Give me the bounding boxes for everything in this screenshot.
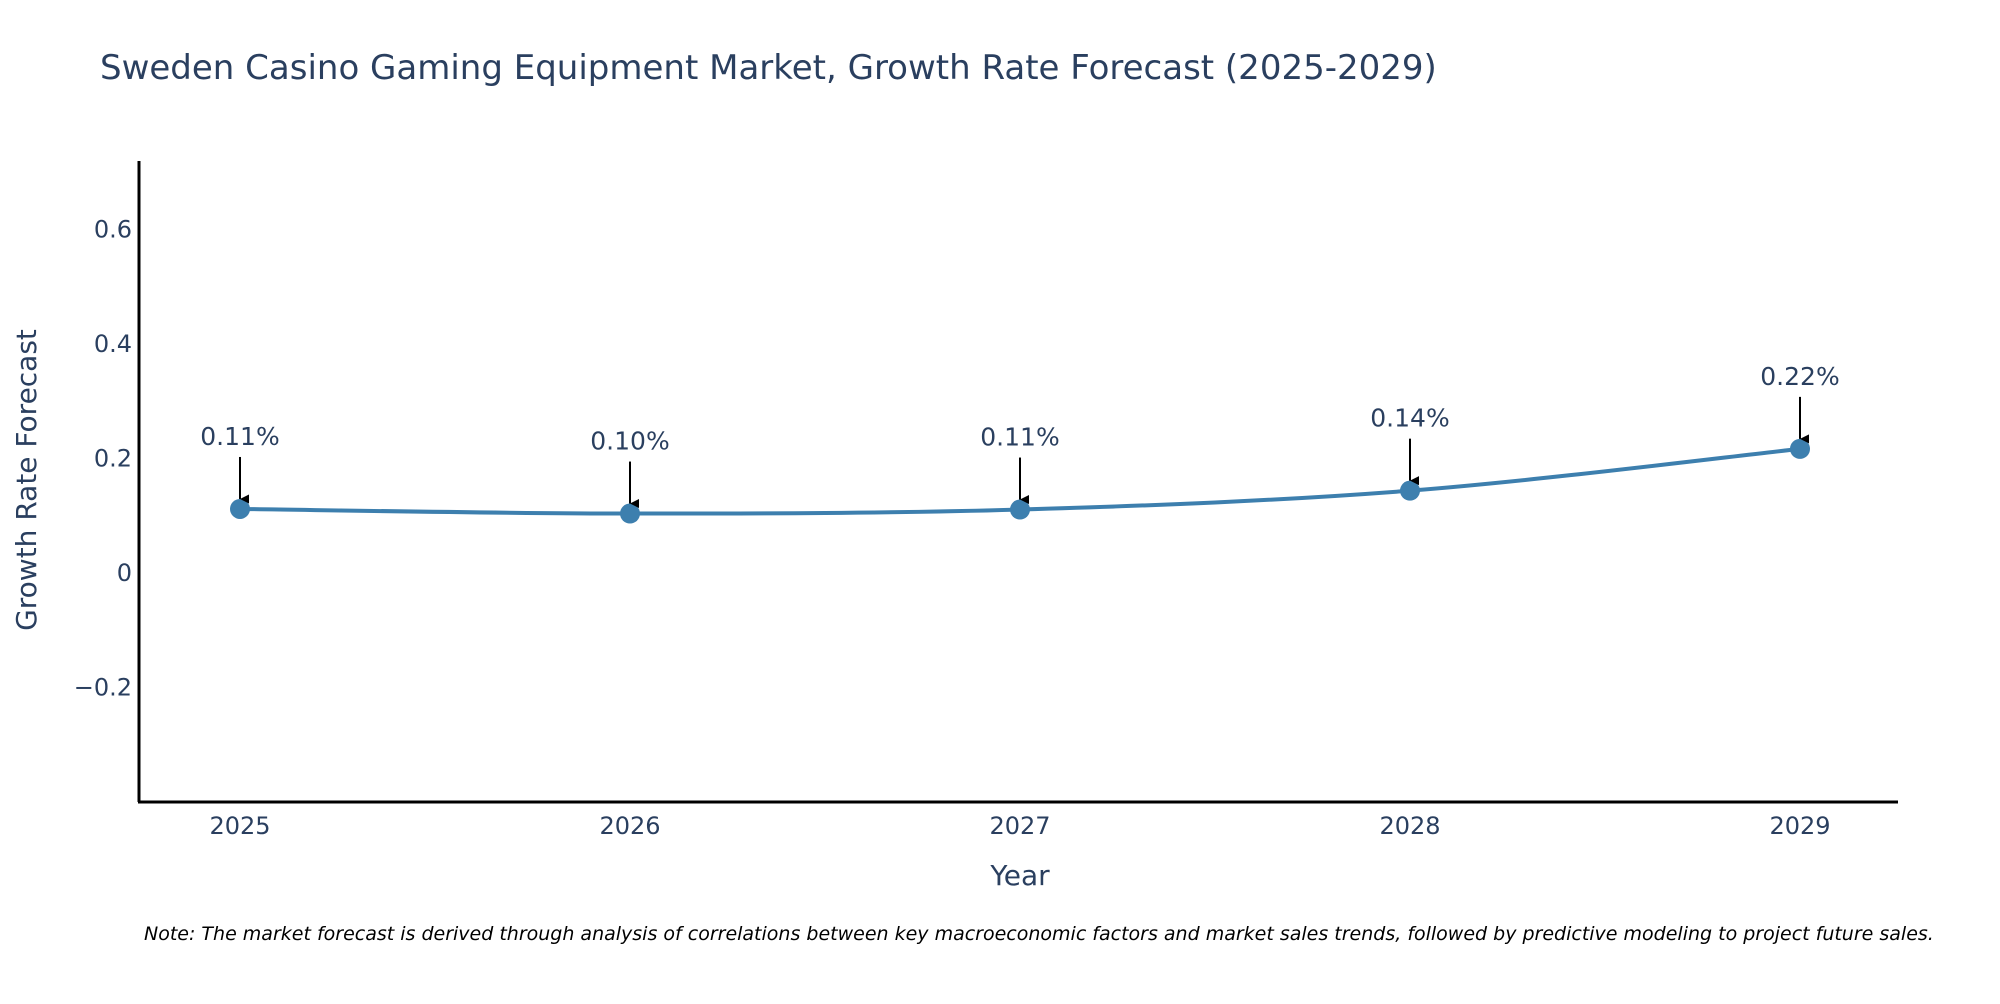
- data-point: [230, 498, 250, 519]
- data-point: [1790, 438, 1810, 459]
- x-tick-label: 2029: [1769, 812, 1830, 840]
- chart-title: Sweden Casino Gaming Equipment Market, G…: [100, 48, 1437, 88]
- x-tick-label: 2026: [599, 812, 660, 840]
- y-tick-label: −0.2: [74, 674, 132, 702]
- data-point: [620, 503, 640, 524]
- x-axis-title: Year: [989, 859, 1050, 892]
- y-axis-title: Growth Rate Forecast: [10, 329, 43, 631]
- data-label: 0.11%: [200, 422, 279, 451]
- footnote: Note: The market forecast is derived thr…: [144, 923, 1934, 945]
- y-tick-label: 0: [117, 559, 132, 587]
- y-tick-label: 0.4: [94, 330, 132, 358]
- data-label: 0.10%: [590, 427, 669, 456]
- data-label: 0.11%: [980, 423, 1059, 452]
- x-tick-label: 2027: [989, 812, 1050, 840]
- plot-area: −0.2 0 0.2 0.4 0.6 2025 2026 2027 2028 2029 0.11% 0…: [74, 216, 1840, 840]
- data-label: 0.22%: [1760, 362, 1839, 391]
- y-tick-label: 0.6: [94, 216, 132, 244]
- data-point: [1010, 499, 1030, 520]
- data-point: [1400, 480, 1420, 501]
- data-label: 0.14%: [1370, 404, 1449, 433]
- x-tick-label: 2025: [209, 812, 270, 840]
- y-tick-label: 0.2: [94, 445, 132, 473]
- x-tick-label: 2028: [1379, 812, 1440, 840]
